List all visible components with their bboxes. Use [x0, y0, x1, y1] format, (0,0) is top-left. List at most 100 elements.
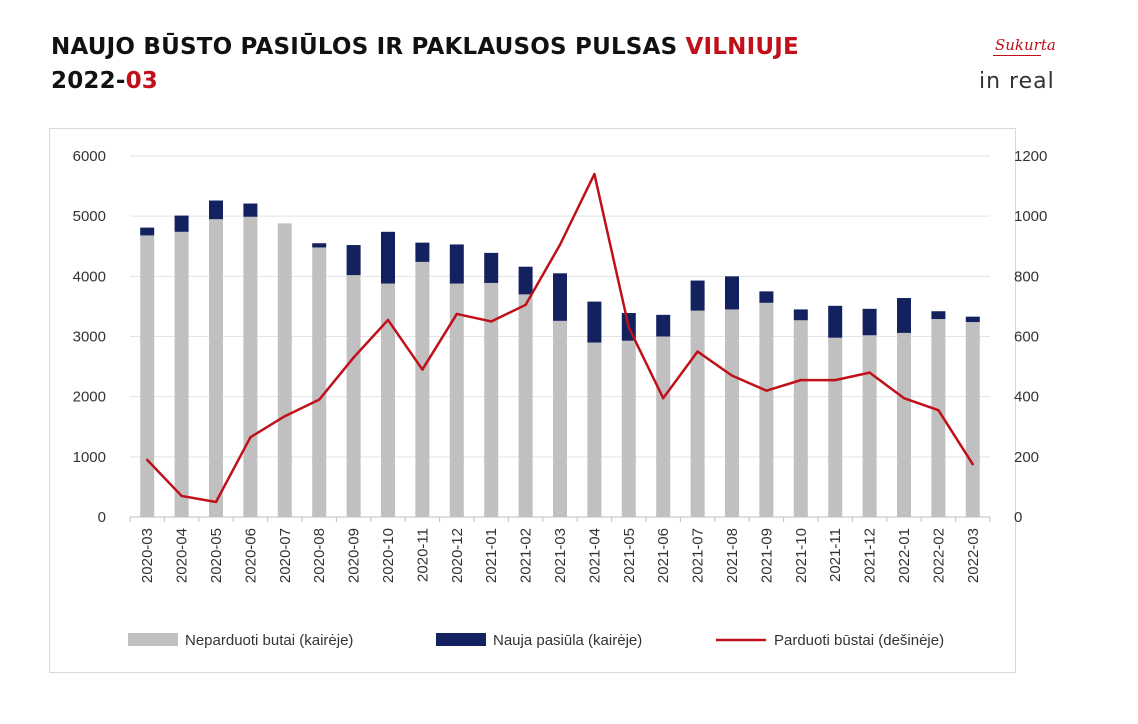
y-left-tick-label: 0 — [98, 509, 106, 526]
x-tick-label: 2020-09 — [346, 528, 363, 583]
line-point-sold — [352, 356, 355, 359]
bar-new-supply — [484, 252, 499, 283]
x-tick-label: 2021-10 — [793, 528, 810, 583]
y-right-tick-label: 200 — [1014, 449, 1039, 466]
legend-label-sold: Parduoti būstai (dešinėje) — [774, 632, 944, 649]
bar-unsold — [656, 336, 671, 517]
bar-new-supply — [828, 305, 843, 338]
bar-new-supply — [656, 314, 671, 337]
period-label: 2022-03 — [51, 64, 799, 98]
title-main: NAUJO BŪSTO PASIŪLOS IR PAKLAUSOS PULSAS — [51, 34, 686, 60]
line-point-sold — [696, 350, 699, 353]
y-left-tick-label: 4000 — [73, 268, 106, 285]
bar-new-supply — [690, 280, 705, 311]
bar-new-supply — [793, 309, 808, 321]
bar-unsold — [862, 335, 877, 517]
bar-new-supply — [862, 308, 877, 336]
bar-unsold — [346, 275, 361, 517]
bar-unsold — [518, 294, 533, 517]
bar-unsold — [931, 319, 946, 517]
x-tick-label: 2020-12 — [449, 528, 466, 583]
x-tick-label: 2021-08 — [724, 528, 741, 583]
x-tick-label: 2021-09 — [758, 528, 775, 583]
line-point-sold — [249, 436, 252, 439]
line-point-sold — [765, 389, 768, 392]
y-right-tick-label: 0 — [1014, 509, 1022, 526]
x-tick-label: 2021-06 — [655, 528, 672, 583]
bar-unsold — [312, 247, 327, 517]
title-block: NAUJO BŪSTO PASIŪLOS IR PAKLAUSOS PULSAS… — [51, 30, 799, 98]
x-tick-label: 2020-04 — [174, 528, 191, 583]
bar-new-supply — [759, 291, 774, 303]
x-tick-label: 2020-11 — [414, 528, 431, 582]
x-tick-label: 2021-12 — [862, 528, 879, 583]
bar-new-supply — [243, 203, 258, 217]
x-tick-label: 2020-08 — [311, 528, 328, 583]
line-point-sold — [318, 398, 321, 401]
bar-new-supply — [312, 243, 327, 248]
line-point-sold — [902, 396, 906, 400]
bar-new-supply — [174, 215, 189, 232]
bar-unsold — [381, 283, 395, 517]
y-right-tick-label: 1200 — [1014, 148, 1047, 165]
y-left-tick-label: 3000 — [73, 329, 106, 346]
line-point-sold — [421, 368, 424, 371]
x-tick-label: 2022-01 — [896, 528, 913, 583]
bar-new-supply — [449, 244, 464, 284]
line-point-sold — [627, 326, 630, 329]
bar-new-supply — [965, 316, 980, 323]
bar-unsold — [243, 216, 258, 518]
bar-new-supply — [553, 273, 567, 321]
x-tick-label: 2020-06 — [242, 528, 259, 583]
line-point-sold — [146, 458, 149, 462]
logo-underline — [993, 55, 1041, 56]
bar-unsold — [587, 342, 602, 517]
bar-new-supply — [415, 242, 430, 262]
x-tick-label: 2022-03 — [965, 528, 982, 583]
line-point-sold — [662, 396, 665, 400]
bar-new-supply — [897, 297, 911, 333]
chart-frame — [49, 128, 1016, 673]
y-left-tick-label: 2000 — [73, 389, 106, 406]
bar-new-supply — [381, 231, 395, 284]
x-tick-label: 2021-01 — [483, 528, 500, 583]
bar-unsold — [415, 261, 430, 517]
y-left-tick-label: 6000 — [73, 148, 106, 165]
y-left-tick-label: 5000 — [73, 208, 106, 225]
line-point-sold — [834, 378, 837, 382]
bar-unsold — [759, 302, 774, 517]
brand-logo: Sukurta in real — [975, 36, 1070, 100]
line-point-sold — [558, 243, 562, 246]
bar-new-supply — [346, 245, 361, 276]
y-right-tick-label: 1000 — [1014, 208, 1047, 225]
bar-unsold — [621, 340, 636, 517]
bar-unsold — [277, 223, 292, 518]
line-point-sold — [283, 415, 286, 418]
x-tick-label: 2020-07 — [277, 528, 294, 583]
x-tick-label: 2021-11 — [827, 528, 844, 582]
x-tick-label: 2021-02 — [518, 528, 535, 583]
x-tick-label: 2021-03 — [552, 528, 569, 583]
bar-new-supply — [587, 301, 602, 343]
line-point-sold — [971, 463, 974, 466]
period-accent: 03 — [125, 68, 158, 94]
bar-unsold — [449, 283, 464, 517]
line-point-sold — [490, 320, 493, 323]
bar-unsold — [965, 322, 980, 517]
legend-label-new-supply: Nauja pasiūla (kairėje) — [493, 632, 642, 649]
bar-unsold — [484, 282, 499, 517]
bar-unsold — [828, 337, 843, 517]
bar-unsold — [793, 320, 808, 517]
x-tick-label: 2021-04 — [586, 528, 603, 583]
logo-brand-text: in real — [979, 69, 1055, 94]
line-point-sold — [524, 303, 527, 307]
bar-new-supply — [931, 311, 946, 320]
legend-label-unsold: Neparduoti butai (kairėje) — [185, 632, 353, 649]
line-point-sold — [214, 500, 218, 504]
bar-unsold — [690, 310, 705, 517]
bar-unsold — [174, 231, 189, 517]
bar-new-supply — [140, 227, 155, 236]
line-point-sold — [937, 409, 940, 412]
bar-unsold — [553, 320, 567, 517]
